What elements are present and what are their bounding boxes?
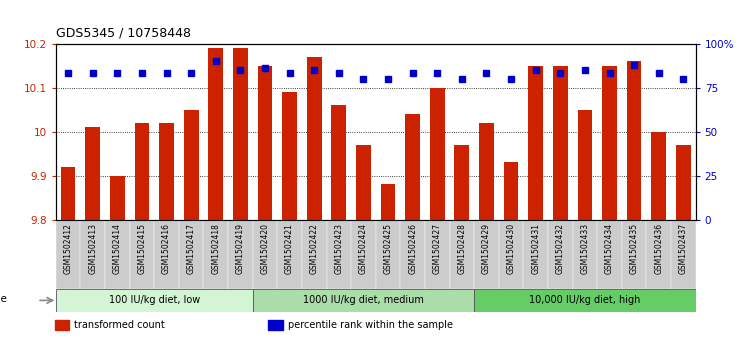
Bar [56,220,80,289]
Bar [548,220,573,289]
Text: GSM1502412: GSM1502412 [63,223,73,274]
Text: GSM1502433: GSM1502433 [580,223,589,274]
Text: GSM1502417: GSM1502417 [187,223,196,274]
Text: GSM1502425: GSM1502425 [383,223,393,274]
Text: GSM1502424: GSM1502424 [359,223,368,274]
Bar [528,66,543,220]
Bar [56,289,253,312]
Bar [553,66,568,220]
Text: GSM1502421: GSM1502421 [285,223,294,274]
Text: GSM1502436: GSM1502436 [654,223,663,274]
Bar [327,220,351,289]
Bar [257,66,272,220]
Text: GSM1502429: GSM1502429 [482,223,491,274]
Bar [400,220,425,289]
Bar [80,220,105,289]
Bar [86,127,100,220]
Text: GSM1502418: GSM1502418 [211,223,220,274]
Bar [622,220,647,289]
Text: GSM1502414: GSM1502414 [113,223,122,274]
Bar [278,220,302,289]
Bar [474,289,696,312]
Bar [129,220,154,289]
Bar [577,110,592,220]
Bar [302,220,327,289]
Text: GSM1502419: GSM1502419 [236,223,245,274]
Bar [651,131,666,220]
Text: GSM1502415: GSM1502415 [138,223,147,274]
Text: GSM1502431: GSM1502431 [531,223,540,274]
Text: GSM1502427: GSM1502427 [433,223,442,274]
Bar [110,176,125,220]
Text: GSM1502413: GSM1502413 [89,223,97,274]
Bar [351,220,376,289]
Bar [331,105,346,220]
Bar [523,220,548,289]
Bar [381,184,395,220]
Bar [376,220,400,289]
Bar [356,145,371,220]
Text: GSM1502426: GSM1502426 [408,223,417,274]
Bar [626,61,641,220]
Bar [504,162,519,220]
Bar [282,92,297,220]
Bar [405,114,420,220]
Text: GSM1502430: GSM1502430 [507,223,516,274]
Text: GSM1502434: GSM1502434 [605,223,614,274]
Bar [135,123,150,220]
Bar [269,320,283,330]
Bar [179,220,203,289]
Bar [602,66,617,220]
Bar [253,220,278,289]
Text: GSM1502416: GSM1502416 [162,223,171,274]
Bar [228,220,253,289]
Bar [449,220,474,289]
Bar [647,220,671,289]
Bar [573,220,597,289]
Bar [430,87,445,220]
Bar [307,57,321,220]
Bar [597,220,622,289]
Bar [425,220,449,289]
Bar [498,220,523,289]
Bar [479,123,494,220]
Text: dose: dose [0,294,7,303]
Bar [455,145,469,220]
Bar [253,289,474,312]
Text: 1000 IU/kg diet, medium: 1000 IU/kg diet, medium [303,295,424,305]
Bar [671,220,696,289]
Text: 100 IU/kg diet, low: 100 IU/kg diet, low [109,295,200,305]
Text: 10,000 IU/kg diet, high: 10,000 IU/kg diet, high [529,295,641,305]
Bar [55,320,69,330]
Bar [208,48,223,220]
Text: GSM1502420: GSM1502420 [260,223,269,274]
Text: GSM1502428: GSM1502428 [458,223,466,274]
Bar [474,220,498,289]
Bar [159,123,174,220]
Text: GSM1502437: GSM1502437 [679,223,688,274]
Bar [61,167,75,220]
Bar [676,145,690,220]
Bar [154,220,179,289]
Text: GSM1502423: GSM1502423 [334,223,343,274]
Bar [105,220,129,289]
Text: GSM1502435: GSM1502435 [629,223,638,274]
Bar [233,48,248,220]
Text: GSM1502432: GSM1502432 [556,223,565,274]
Text: GSM1502422: GSM1502422 [310,223,318,274]
Bar [184,110,199,220]
Text: GDS5345 / 10758448: GDS5345 / 10758448 [56,27,190,40]
Text: transformed count: transformed count [74,320,165,330]
Bar [203,220,228,289]
Text: percentile rank within the sample: percentile rank within the sample [288,320,453,330]
